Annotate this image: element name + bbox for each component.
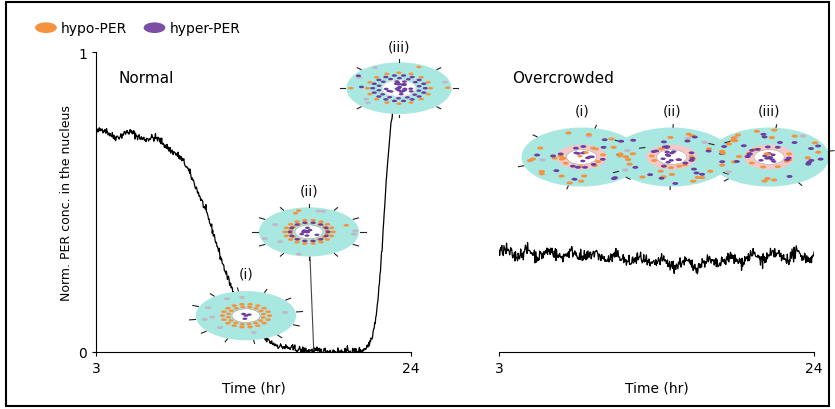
Text: Overcrowded: Overcrowded — [512, 71, 614, 86]
Text: (iii): (iii) — [758, 104, 781, 118]
Text: (iii): (iii) — [387, 40, 410, 54]
Text: hyper-PER: hyper-PER — [170, 22, 240, 36]
Y-axis label: Norm. PER conc. in the nucleus: Norm. PER conc. in the nucleus — [59, 105, 73, 300]
Text: (i): (i) — [574, 104, 589, 118]
Text: hypo-PER: hypo-PER — [61, 22, 127, 36]
Text: (ii): (ii) — [300, 184, 318, 198]
X-axis label: Time (hr): Time (hr) — [625, 380, 689, 394]
X-axis label: Time (hr): Time (hr) — [221, 380, 286, 394]
Text: (i): (i) — [239, 267, 253, 281]
Text: (ii): (ii) — [662, 104, 681, 118]
Text: Normal: Normal — [118, 71, 174, 86]
